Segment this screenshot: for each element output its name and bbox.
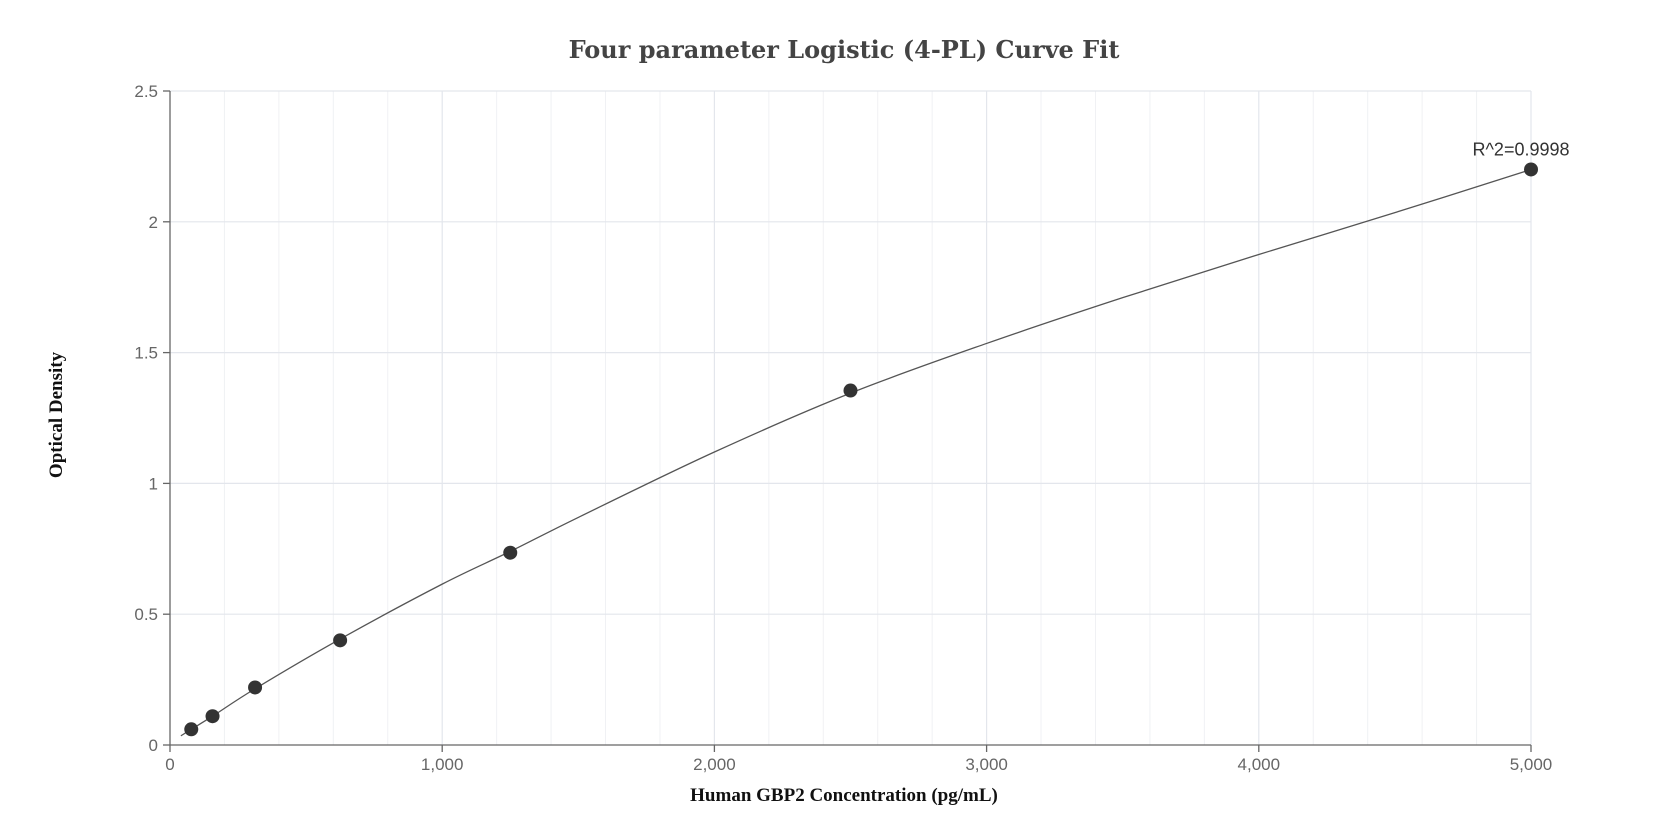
data-point[interactable] [1524, 162, 1538, 177]
x-tick-label: 4,000 [1238, 755, 1281, 774]
x-tick-label: 0 [165, 755, 174, 774]
data-point[interactable] [184, 722, 199, 737]
x-axis-label: Human GBP2 Concentration (pg/mL) [690, 785, 998, 806]
data-point[interactable] [843, 383, 858, 398]
data-point[interactable] [248, 680, 263, 695]
x-tick-label: 3,000 [965, 755, 1008, 774]
x-tick-label: 1,000 [421, 755, 464, 774]
y-tick-label: 1 [149, 474, 158, 493]
r-squared-annotation: R^2=0.9998 [1472, 139, 1569, 159]
y-tick-label: 2 [149, 213, 158, 232]
x-tick-label: 5,000 [1510, 755, 1553, 774]
axes [163, 90, 1532, 752]
grid [170, 90, 1532, 745]
chart-title: Four parameter Logistic (4-PL) Curve Fit [569, 35, 1120, 64]
data-point[interactable] [205, 709, 220, 724]
y-tick-label: 0 [149, 736, 158, 755]
data-point[interactable] [503, 545, 518, 560]
y-tick-label: 2.5 [134, 82, 158, 101]
data-point[interactable] [333, 633, 348, 648]
y-axis-label: Optical Density [46, 351, 67, 478]
y-tick-label: 1.5 [134, 344, 158, 363]
fit-curve-layer [180, 168, 1532, 737]
x-tick-label: 2,000 [693, 755, 736, 774]
labels: Four parameter Logistic (4-PL) Curve Fit… [46, 35, 1570, 806]
fit-curve [180, 168, 1532, 737]
y-tick-label: 0.5 [134, 605, 158, 624]
data-points [184, 162, 1538, 737]
